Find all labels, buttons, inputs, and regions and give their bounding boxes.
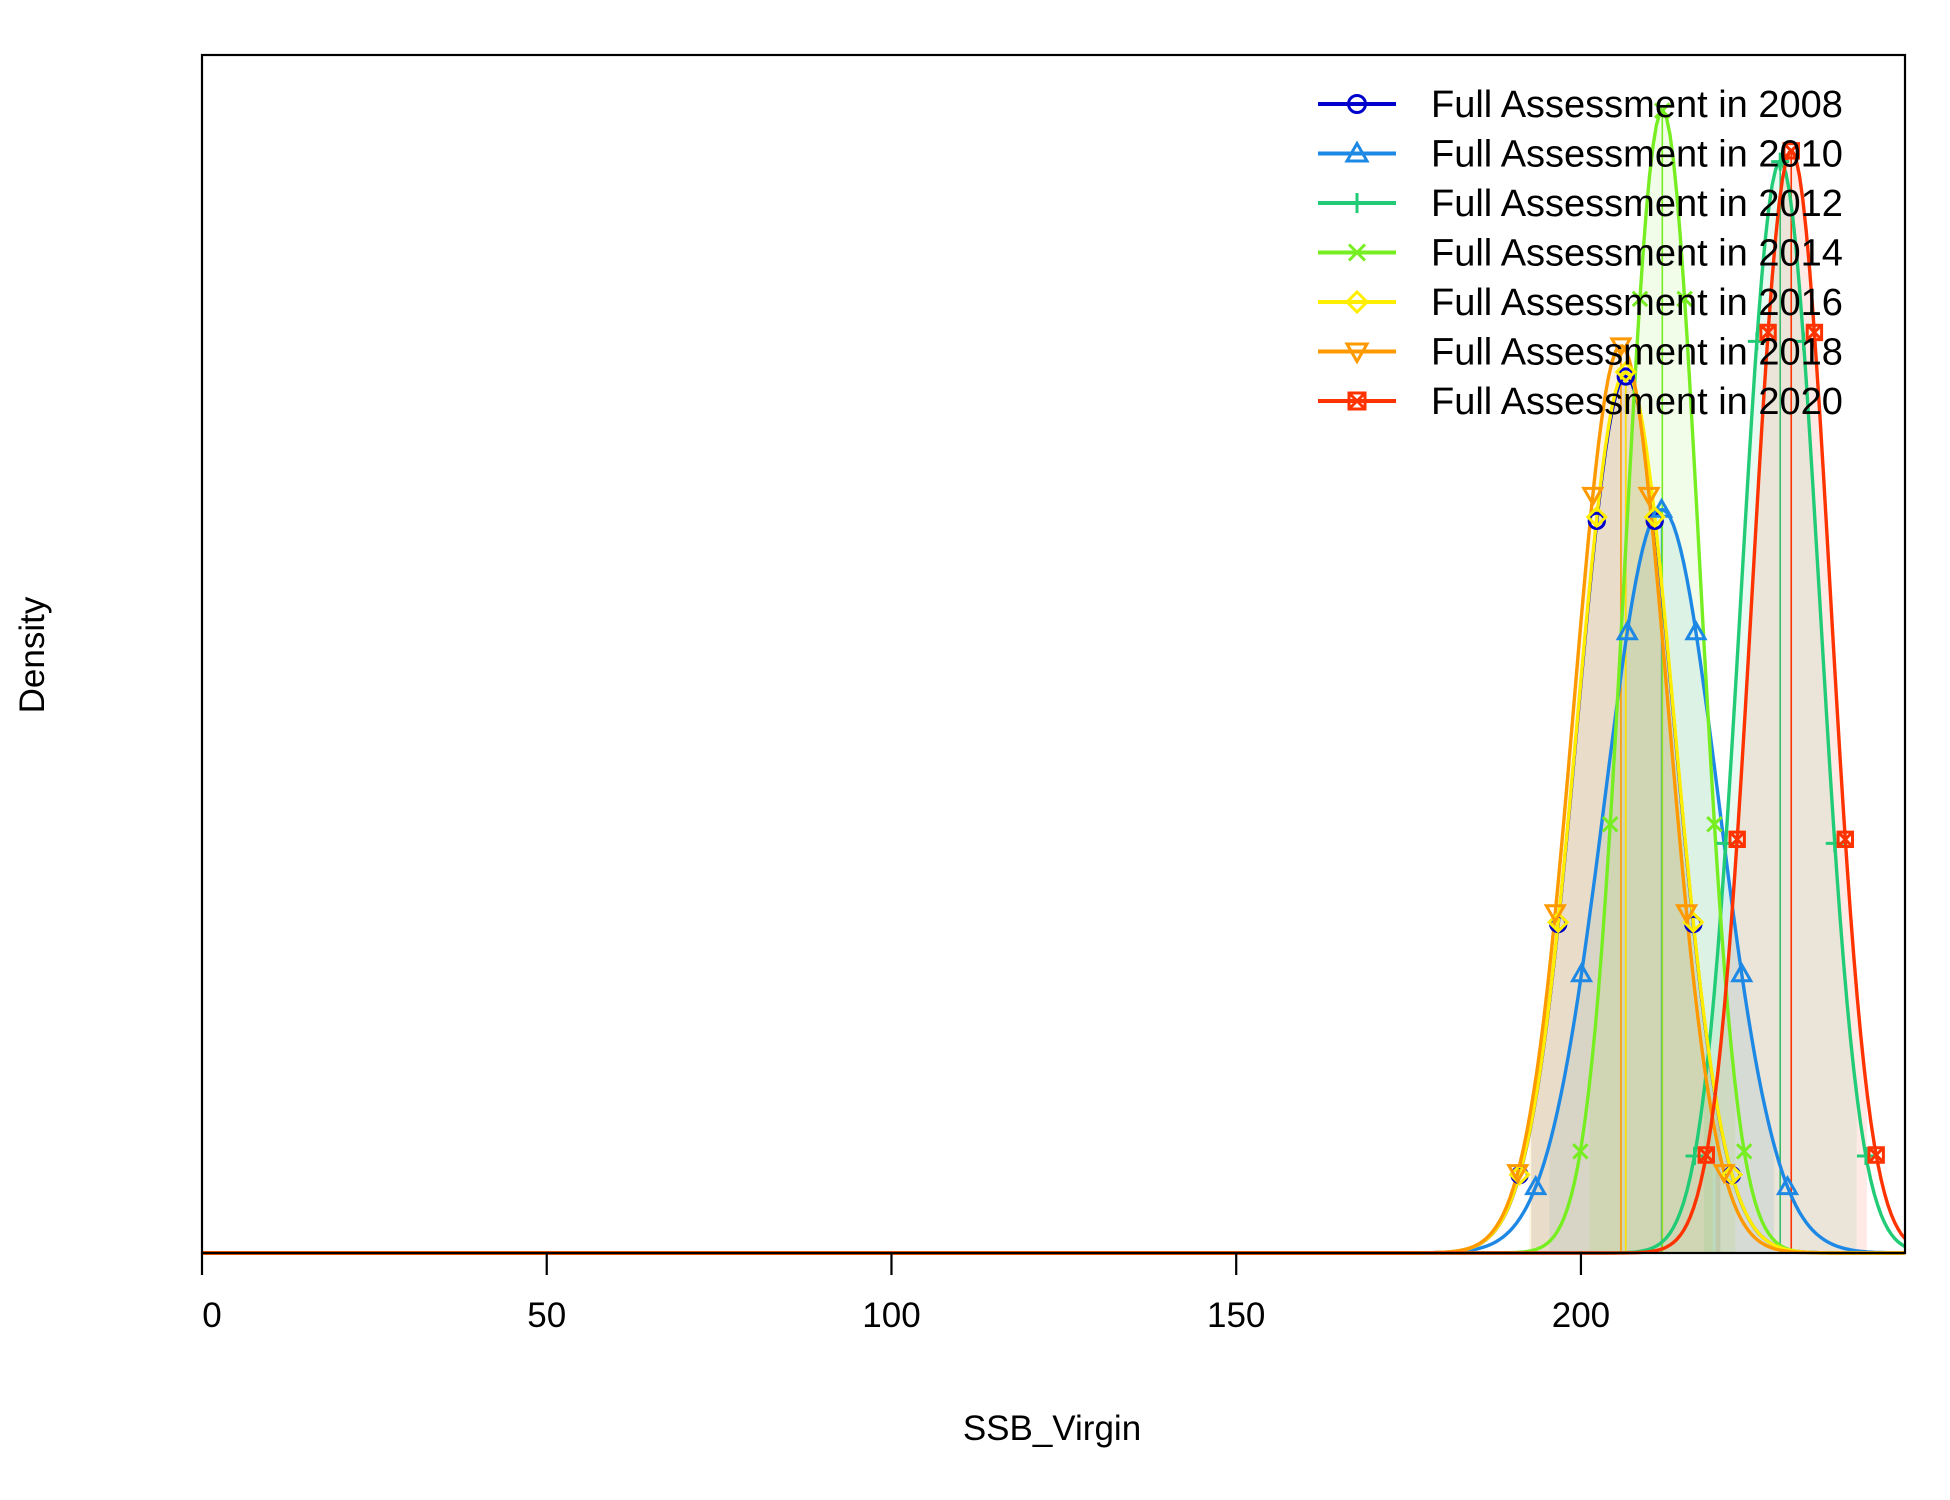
marker-full-assessment-in-2010-1	[1569, 961, 1594, 983]
markers-full-assessment-in-2018	[1506, 337, 1736, 1185]
marker-full-assessment-in-2018-6	[1712, 1164, 1736, 1185]
marker-full-assessment-in-2012-6	[1856, 1146, 1875, 1165]
legend-label: Full Assessment in 2012	[1431, 183, 1843, 225]
marker-full-assessment-in-2018-1	[1543, 904, 1567, 925]
marker-full-assessment-in-2014-4	[1676, 290, 1693, 308]
marker-full-assessment-in-2014-5	[1706, 816, 1723, 833]
marker-full-assessment-in-2008-2	[1587, 511, 1606, 531]
legend-label: Full Assessment in 2014	[1431, 233, 1843, 275]
marker-full-assessment-in-2016-1	[1547, 911, 1570, 934]
marker-full-assessment-in-2016-3	[1614, 360, 1637, 384]
x-tick-label-200: 200	[1552, 1296, 1610, 1335]
marker-full-assessment-in-2014-6	[1735, 1143, 1753, 1160]
marker-full-assessment-in-2008-3	[1616, 367, 1635, 386]
legend-entry-full-assessment-in-2020: Full Assessment in 2020	[1318, 381, 1843, 423]
x-tick-label-150: 150	[1207, 1296, 1265, 1335]
legend-label: Full Assessment in 2010	[1431, 134, 1843, 176]
y-axis-label: Density	[13, 596, 52, 713]
marker-full-assessment-in-2010-4	[1684, 619, 1708, 641]
legend-label: Full Assessment in 2016	[1431, 282, 1843, 324]
marker-full-assessment-in-2010-6	[1775, 1174, 1800, 1196]
markers-full-assessment-in-2020	[1697, 142, 1885, 1164]
marker-full-assessment-in-2020-4	[1805, 323, 1824, 342]
marker-full-assessment-in-2020-1	[1728, 830, 1746, 849]
marker-full-assessment-in-2018-5	[1674, 904, 1699, 925]
legend-label: Full Assessment in 2020	[1431, 381, 1843, 423]
x-tick-label-0: 0	[202, 1296, 221, 1335]
marker-full-assessment-in-2018-4	[1637, 486, 1661, 508]
markers-full-assessment-in-2014	[1572, 102, 1753, 1160]
marker-full-assessment-in-2014-1	[1601, 816, 1619, 833]
marker-full-assessment-in-2018-3	[1609, 337, 1633, 358]
legend: Full Assessment in 2008 Full Assessment i…	[1318, 84, 1843, 423]
marker-full-assessment-in-2010-0	[1524, 1174, 1548, 1196]
legend-marker	[1344, 140, 1370, 163]
legend-entry-full-assessment-in-2012: Full Assessment in 2012	[1318, 183, 1843, 225]
legend-marker	[1347, 243, 1367, 262]
legend-entry-full-assessment-in-2008: Full Assessment in 2008	[1318, 84, 1843, 126]
x-tick-label-100: 100	[862, 1296, 920, 1335]
x-tick-label-50: 50	[527, 1296, 566, 1335]
density-markers	[1506, 102, 1885, 1196]
legend-entry-full-assessment-in-2010: Full Assessment in 2010	[1318, 134, 1843, 176]
marker-full-assessment-in-2018-0	[1506, 1164, 1530, 1185]
legend-marker	[1347, 391, 1367, 411]
marker-full-assessment-in-2012-2	[1747, 332, 1766, 351]
marker-full-assessment-in-2016-6	[1720, 1163, 1744, 1186]
marker-full-assessment-in-2020-5	[1836, 830, 1854, 849]
marker-full-assessment-in-2018-2	[1581, 486, 1605, 508]
marker-full-assessment-in-2016-2	[1585, 505, 1608, 529]
legend-marker	[1347, 193, 1367, 213]
marker-full-assessment-in-2014-2	[1631, 290, 1649, 308]
marker-full-assessment-in-2012-3	[1771, 152, 1790, 171]
plot-frame	[200, 53, 1907, 1255]
marker-full-assessment-in-2020-0	[1697, 1146, 1715, 1164]
marker-full-assessment-in-2010-5	[1730, 961, 1754, 983]
x-axis: 0 50 100 150 200	[200, 1253, 1610, 1335]
legend-entry-full-assessment-in-2016: Full Assessment in 2016	[1318, 282, 1843, 324]
legend-marker	[1347, 94, 1367, 114]
legend-entry-full-assessment-in-2018: Full Assessment in 2018	[1318, 332, 1843, 374]
marker-full-assessment-in-2016-4	[1643, 505, 1666, 529]
marker-full-assessment-in-2020-3	[1782, 142, 1800, 160]
legend-marker	[1344, 342, 1370, 365]
legend-label: Full Assessment in 2008	[1431, 84, 1843, 126]
x-axis-label: SSB_Virgin	[963, 1409, 1141, 1448]
legend-entry-full-assessment-in-2014: Full Assessment in 2014	[1318, 233, 1843, 275]
marker-full-assessment-in-2014-3	[1654, 102, 1671, 119]
marker-full-assessment-in-2012-4	[1794, 332, 1813, 351]
legend-marker	[1344, 289, 1370, 315]
legend-label: Full Assessment in 2018	[1431, 332, 1843, 374]
marker-full-assessment-in-2020-2	[1759, 323, 1777, 342]
marker-full-assessment-in-2020-6	[1867, 1146, 1885, 1164]
marker-full-assessment-in-2014-0	[1572, 1143, 1589, 1160]
marker-full-assessment-in-2010-2	[1615, 619, 1639, 641]
